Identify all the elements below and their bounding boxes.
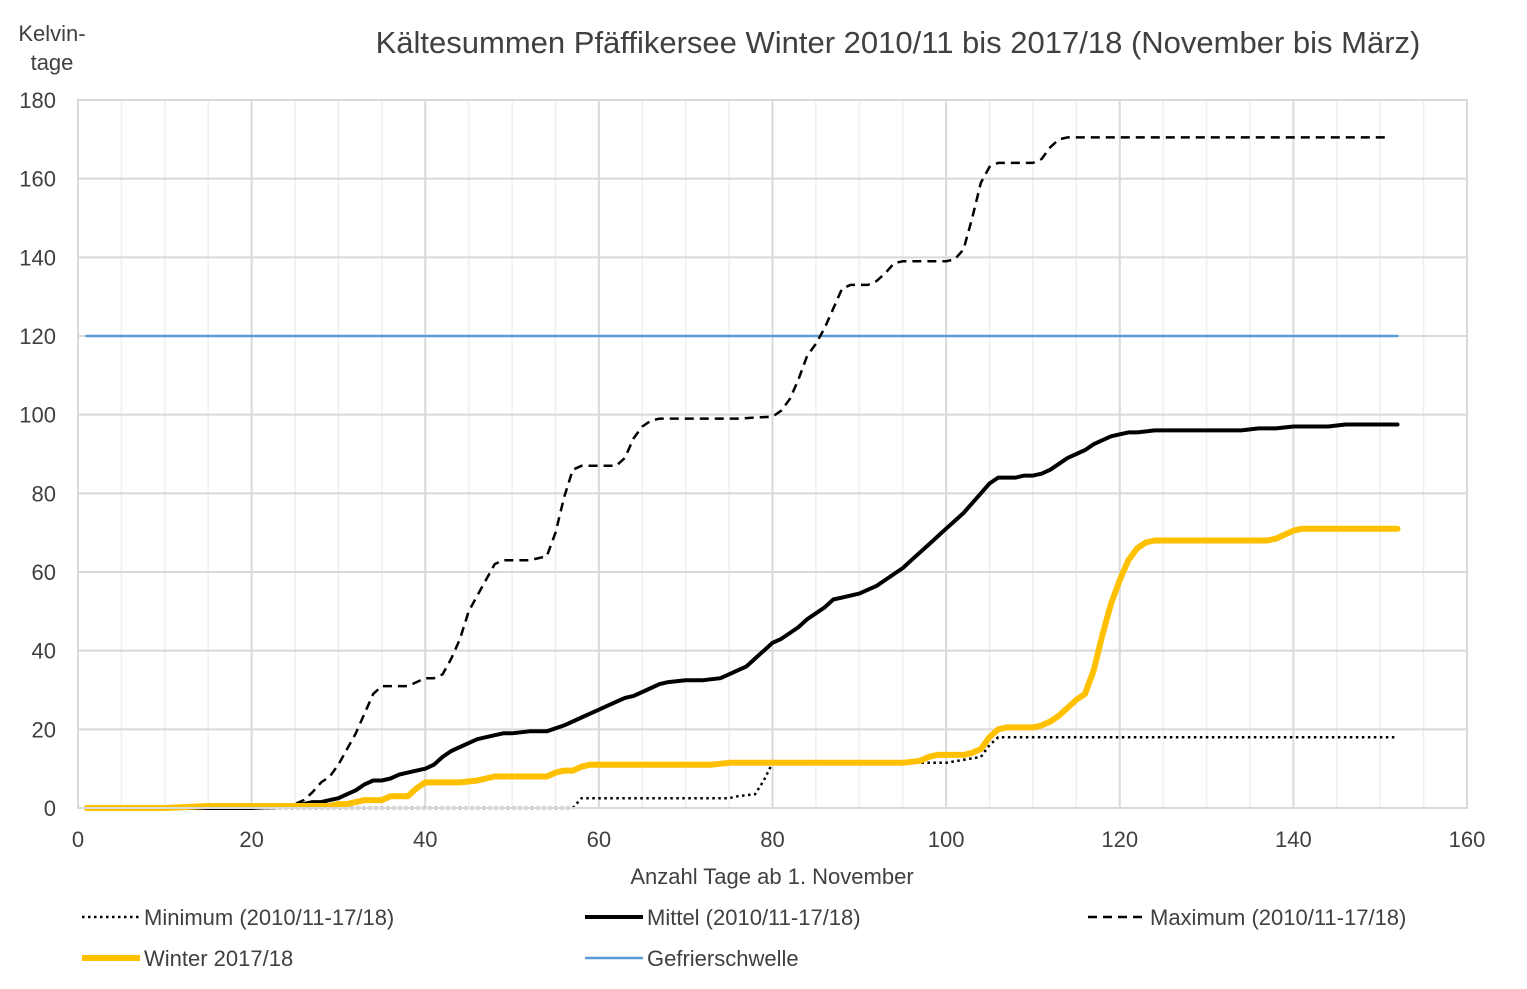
y-tick-label: 20 bbox=[32, 717, 56, 742]
legend-item-3: Winter 2017/18 bbox=[82, 946, 293, 971]
y-tick-label: 140 bbox=[19, 245, 56, 270]
y-tick-label: 80 bbox=[32, 481, 56, 506]
x-tick-label: 100 bbox=[928, 827, 965, 852]
x-tick-label: 60 bbox=[587, 827, 611, 852]
y-tick-label: 40 bbox=[32, 639, 56, 664]
series-line-1 bbox=[84, 422, 1400, 810]
y-tick-label: 180 bbox=[19, 88, 56, 113]
x-tick-label: 160 bbox=[1449, 827, 1486, 852]
series-lines bbox=[83, 136, 1401, 811]
tick-labels: 0 20 40 60 80 100 120 140 160 180 0 20 40 60 80 100 120 1… bbox=[19, 88, 1485, 852]
legend-label: Maximum (2010/11-17/18) bbox=[1150, 905, 1406, 930]
series-line-3 bbox=[83, 525, 1401, 811]
legend-label: Winter 2017/18 bbox=[144, 946, 293, 971]
legend-item-0: Minimum (2010/11-17/18) bbox=[82, 905, 394, 930]
legend-label: Minimum (2010/11-17/18) bbox=[144, 905, 394, 930]
x-tick-label: 80 bbox=[760, 827, 784, 852]
x-tick-label: 20 bbox=[239, 827, 263, 852]
x-tick-label: 140 bbox=[1275, 827, 1312, 852]
plot-area-border bbox=[77, 99, 1468, 809]
x-axis-label: Anzahl Tage ab 1. November bbox=[630, 864, 913, 889]
legend: Minimum (2010/11-17/18) Mittel (2010/11-1… bbox=[82, 905, 1406, 971]
x-tick-label: 40 bbox=[413, 827, 437, 852]
legend-label: Gefrierschwelle bbox=[647, 946, 799, 971]
y-tick-label: 160 bbox=[19, 167, 56, 192]
gridlines bbox=[77, 99, 1468, 809]
legend-item-1: Mittel (2010/11-17/18) bbox=[585, 905, 861, 930]
series-line-0 bbox=[86, 735, 1398, 810]
legend-item-4: Gefrierschwelle bbox=[585, 946, 799, 971]
chart-title: Kältesummen Pfäffikersee Winter 2010/11 … bbox=[376, 25, 1421, 60]
x-tick-label: 0 bbox=[72, 827, 84, 852]
y-axis-label-line2: tage bbox=[31, 50, 74, 75]
y-tick-label: 0 bbox=[44, 796, 56, 821]
legend-label: Mittel (2010/11-17/18) bbox=[647, 905, 861, 930]
series-line-2 bbox=[86, 136, 1389, 810]
y-tick-label: 100 bbox=[19, 403, 56, 428]
legend-item-2: Maximum (2010/11-17/18) bbox=[1088, 905, 1406, 930]
x-tick-label: 120 bbox=[1101, 827, 1138, 852]
y-axis-label-line1: Kelvin- bbox=[18, 21, 85, 46]
y-tick-label: 120 bbox=[19, 324, 56, 349]
y-tick-label: 60 bbox=[32, 560, 56, 585]
